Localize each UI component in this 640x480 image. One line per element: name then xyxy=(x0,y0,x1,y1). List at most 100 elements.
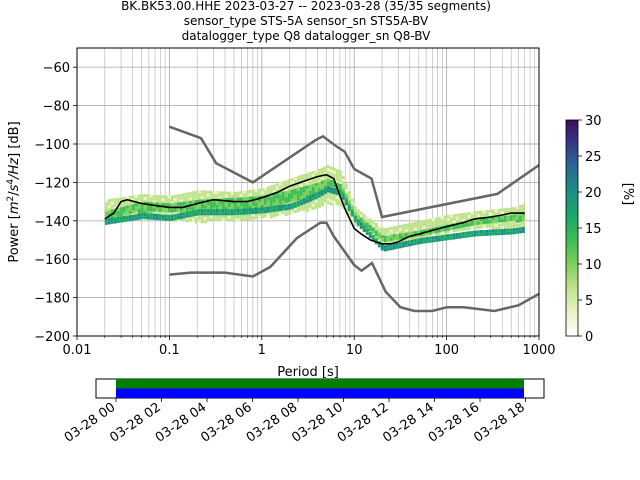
density-cell xyxy=(230,206,234,210)
density-cell xyxy=(503,226,507,230)
density-cell xyxy=(119,203,123,207)
density-cell xyxy=(299,205,303,208)
density-cell xyxy=(170,198,174,202)
density-cell xyxy=(221,204,225,208)
density-cell xyxy=(203,214,207,218)
density-cell xyxy=(266,206,270,210)
density-cell xyxy=(515,206,519,209)
density-cell xyxy=(158,214,162,218)
density-cell xyxy=(227,194,231,198)
density-cell xyxy=(179,212,183,216)
density-cell xyxy=(326,195,330,199)
density-cell xyxy=(218,218,222,222)
density-cell xyxy=(140,194,144,197)
density-cell xyxy=(119,210,123,214)
density-cell xyxy=(158,205,162,209)
density-cell xyxy=(329,190,333,194)
density-cell xyxy=(338,179,342,183)
density-cell xyxy=(500,216,504,220)
density-cell xyxy=(200,199,204,203)
density-cell xyxy=(458,235,462,239)
density-cell xyxy=(431,233,435,237)
density-cell xyxy=(488,209,492,213)
density-cell xyxy=(233,216,237,219)
density-cell xyxy=(164,198,168,202)
density-cell xyxy=(263,204,267,208)
density-cell xyxy=(293,180,297,184)
density-cell xyxy=(200,209,204,213)
density-cell xyxy=(482,230,486,233)
density-cell xyxy=(446,227,450,231)
density-cell xyxy=(122,209,126,213)
density-cell xyxy=(125,202,129,206)
density-cell xyxy=(170,195,174,199)
density-cell xyxy=(488,220,492,224)
density-cell xyxy=(272,187,276,191)
y-tick-label: −200 xyxy=(34,330,70,345)
density-cell xyxy=(311,187,315,190)
density-cell xyxy=(125,211,129,215)
density-cell xyxy=(224,204,228,208)
density-cell xyxy=(464,234,468,238)
density-cell xyxy=(158,208,162,212)
density-cell xyxy=(443,221,447,225)
density-cell xyxy=(503,208,507,212)
density-cell xyxy=(257,207,261,211)
density-cell xyxy=(218,194,222,198)
density-cell xyxy=(194,206,198,209)
y-axis-ticks: −60 −80 −100 −120 −140 −160 −180 −200 xyxy=(34,61,77,345)
time-tick-label: 03-28 00 xyxy=(62,400,118,446)
density-cell xyxy=(497,226,501,230)
density-cell xyxy=(308,201,312,205)
density-cell xyxy=(503,211,507,215)
density-cell xyxy=(206,214,210,218)
density-cell xyxy=(440,222,444,226)
density-cell xyxy=(296,176,300,180)
coverage-tracks xyxy=(116,379,524,398)
density-cell xyxy=(224,209,228,213)
density-cell xyxy=(170,209,174,213)
density-cell xyxy=(317,191,321,195)
density-cell xyxy=(257,188,261,192)
density-cell xyxy=(500,229,504,232)
density-cell xyxy=(191,213,195,217)
density-cell xyxy=(422,237,426,241)
density-cell xyxy=(338,186,342,190)
density-cell xyxy=(221,194,225,198)
density-cell xyxy=(251,192,255,196)
density-cell xyxy=(353,209,357,213)
density-cell xyxy=(176,216,180,220)
density-cell xyxy=(308,195,312,199)
density-cell xyxy=(470,226,474,230)
density-cell xyxy=(479,210,483,214)
density-cell xyxy=(392,232,396,236)
density-cell xyxy=(425,225,429,229)
density-cell xyxy=(362,213,366,217)
density-cell xyxy=(521,227,525,230)
colorbar-tick-label: 15 xyxy=(585,222,602,237)
density-cell xyxy=(353,219,357,223)
density-cell xyxy=(371,220,375,224)
density-cell xyxy=(314,186,318,190)
density-cell xyxy=(521,207,525,211)
density-cell xyxy=(467,218,471,222)
density-cell xyxy=(119,197,123,201)
density-cell xyxy=(284,200,288,204)
density-cell xyxy=(521,210,525,214)
density-cell xyxy=(209,205,213,208)
density-cell xyxy=(269,209,273,213)
density-cell xyxy=(341,205,345,209)
density-cell xyxy=(296,188,300,192)
density-cell xyxy=(440,238,444,241)
density-cell xyxy=(479,213,483,217)
density-cell xyxy=(290,192,294,196)
density-cell xyxy=(431,236,435,240)
density-cell xyxy=(398,233,402,237)
density-cell xyxy=(131,214,135,218)
density-cell xyxy=(215,197,219,201)
density-cell xyxy=(116,200,120,204)
density-cell xyxy=(275,208,279,212)
density-cell xyxy=(179,199,183,203)
x-tick-label: 1 xyxy=(258,343,266,358)
density-cell xyxy=(461,224,465,228)
